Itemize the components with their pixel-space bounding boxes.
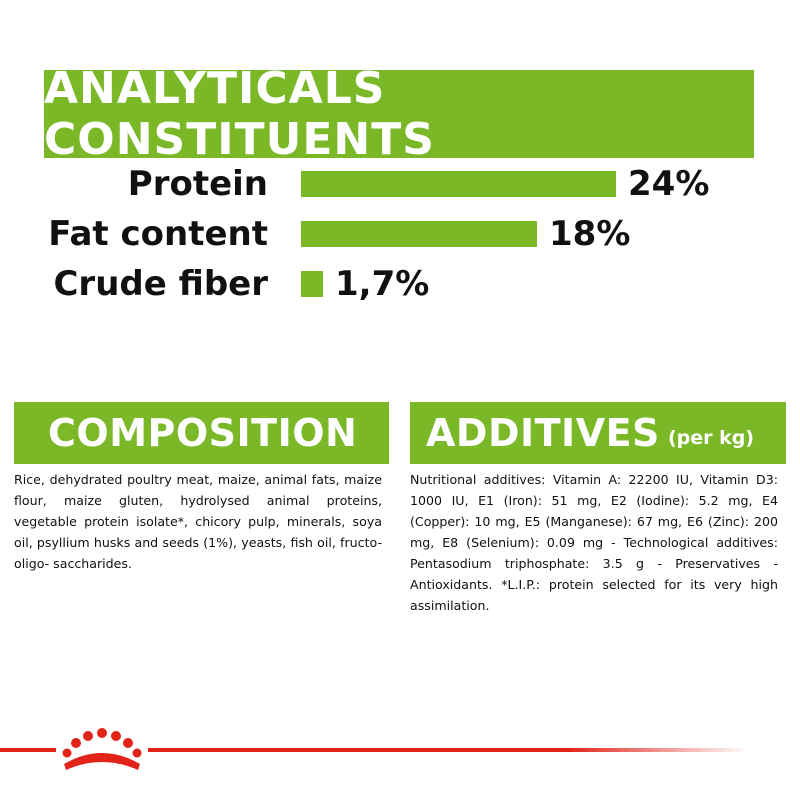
bar-row-fat: Fat content 18% bbox=[0, 210, 800, 260]
analyticals-chart: Protein 24% Fat content 18% Crude fiber … bbox=[0, 160, 800, 310]
footer-line-left bbox=[0, 748, 56, 752]
analyticals-banner: ANALYTICALS CONSTITUENTS bbox=[44, 63, 754, 165]
additives-title: ADDITIVES bbox=[426, 411, 660, 455]
bar-value: 1,7% bbox=[335, 264, 430, 304]
composition-header: COMPOSITION bbox=[14, 402, 389, 464]
footer-line-right bbox=[148, 748, 748, 752]
additives-text: Nutritional additives: Vitamin A: 22200 … bbox=[410, 472, 778, 613]
bar-fill bbox=[301, 171, 616, 197]
bar-fill bbox=[301, 221, 537, 247]
additives-suffix: (per kg) bbox=[667, 427, 755, 449]
additives-header: ADDITIVES (per kg) bbox=[410, 402, 786, 464]
bar-value: 18% bbox=[549, 214, 631, 254]
bar-label: Protein bbox=[127, 164, 268, 204]
composition-text: Rice, dehydrated poultry meat, maize, an… bbox=[14, 472, 382, 571]
bar-label: Crude fiber bbox=[53, 264, 268, 304]
bar-value: 24% bbox=[628, 164, 710, 204]
bar-label: Fat content bbox=[48, 214, 268, 254]
bar-row-fiber: Crude fiber 1,7% bbox=[0, 260, 800, 310]
royal-canin-crown-icon bbox=[62, 728, 142, 770]
composition-title: COMPOSITION bbox=[48, 411, 358, 455]
analyticals-title: ANALYTICALS CONSTITUENTS bbox=[44, 63, 435, 165]
bar-row-protein: Protein 24% bbox=[0, 160, 800, 210]
bar-fill bbox=[301, 271, 323, 297]
